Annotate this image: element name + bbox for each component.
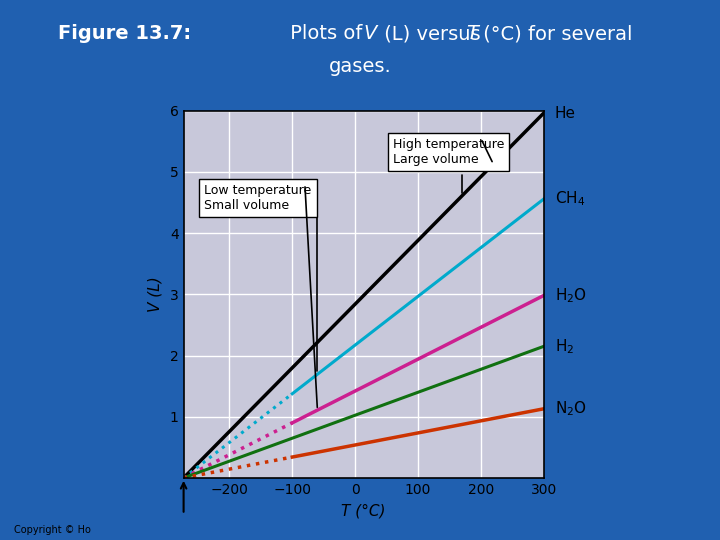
Text: Copyright © Ho: Copyright © Ho [14, 524, 91, 535]
Text: $\rm CH_4$: $\rm CH_4$ [554, 190, 585, 208]
Text: $\rm H_2O$: $\rm H_2O$ [554, 286, 587, 305]
Text: V: V [364, 24, 377, 43]
Text: Plots of: Plots of [284, 24, 369, 43]
Text: $\rm H_2$: $\rm H_2$ [554, 337, 574, 356]
X-axis label: T (°C): T (°C) [341, 504, 386, 519]
Text: T: T [466, 24, 477, 43]
Text: (L) versus: (L) versus [378, 24, 487, 43]
Text: High temperature
Large volume: High temperature Large volume [393, 138, 504, 193]
Text: gases.: gases. [328, 57, 392, 76]
Text: Low temperature
Small volume: Low temperature Small volume [204, 184, 318, 372]
Y-axis label: V (L): V (L) [148, 276, 163, 312]
Text: (°C) for several: (°C) for several [477, 24, 633, 43]
Text: $\rm N_2O$: $\rm N_2O$ [554, 400, 587, 418]
Text: He: He [554, 106, 576, 121]
Text: Figure 13.7:: Figure 13.7: [58, 24, 191, 43]
